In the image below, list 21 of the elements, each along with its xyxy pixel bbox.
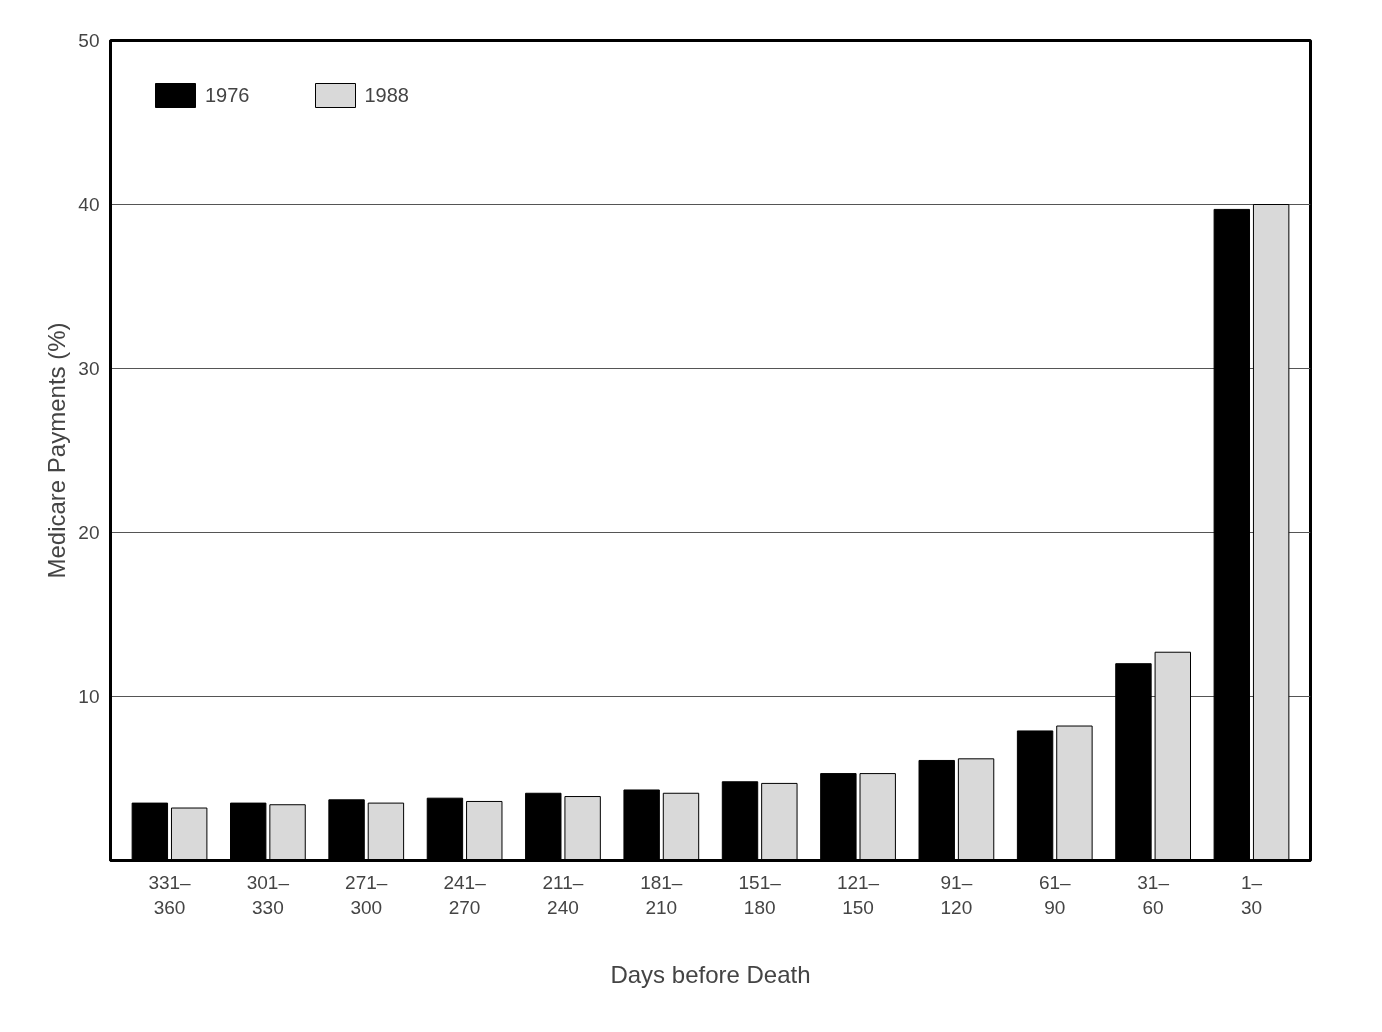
legend-label: 1976	[205, 83, 250, 107]
x-axis-title: Days before Death	[610, 960, 811, 988]
y-tick-label: 40	[78, 194, 100, 215]
x-tick-label: 31– 60	[1137, 871, 1170, 918]
x-tick-label: 61– 90	[1038, 871, 1072, 918]
x-tick-label: 271– 300	[345, 871, 388, 918]
y-tick-label: 50	[78, 30, 100, 51]
x-tick-label: 331– 360	[148, 871, 192, 918]
x-tick-label: 241– 270	[443, 871, 487, 918]
y-tick-label: 10	[78, 686, 100, 707]
x-tick-label: 91– 120	[940, 871, 973, 918]
x-tick-label: 121– 150	[836, 871, 880, 918]
y-axis-title: Medicare Payments (%)	[43, 322, 71, 579]
y-tick-label: 20	[78, 522, 100, 543]
y-tick-label: 30	[78, 358, 100, 379]
x-tick-label: 211– 240	[542, 871, 584, 918]
x-tick-label: 151– 180	[738, 871, 782, 918]
legend-label: 1988	[364, 83, 409, 107]
x-tick-label: 1– 30	[1240, 871, 1263, 918]
x-tick-label: 181– 210	[640, 871, 683, 918]
x-tick-label: 301– 330	[246, 871, 290, 918]
